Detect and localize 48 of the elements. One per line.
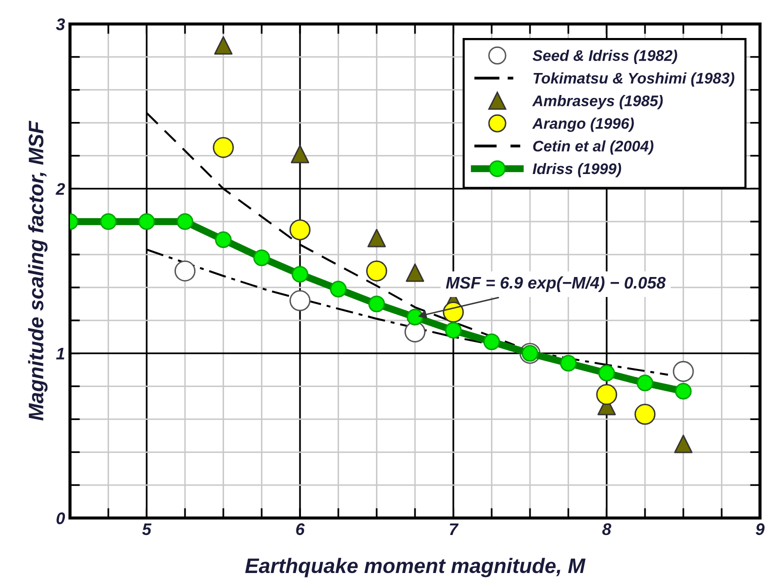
point bbox=[596, 384, 618, 406]
legend-label: Idriss (1999) bbox=[532, 162, 622, 178]
point bbox=[406, 308, 424, 326]
point bbox=[292, 266, 308, 283]
point bbox=[100, 213, 117, 230]
legend-label: Cetin et al (2004) bbox=[533, 140, 654, 155]
y-tick-label: 2 bbox=[56, 183, 65, 195]
point bbox=[289, 290, 311, 312]
point bbox=[406, 263, 424, 282]
point bbox=[675, 382, 692, 400]
point bbox=[636, 374, 654, 392]
point bbox=[330, 280, 347, 298]
point bbox=[368, 296, 385, 312]
legend-label: Tokimatsu & Yoshimi (1983) bbox=[534, 72, 734, 87]
point bbox=[674, 434, 693, 454]
point bbox=[445, 322, 462, 339]
x-tick-label: 7 bbox=[450, 523, 459, 535]
point bbox=[442, 302, 464, 323]
annotation: MSF = 6.9 exp(−M/4) − 0.058 bbox=[446, 276, 666, 292]
point bbox=[598, 364, 615, 382]
point bbox=[289, 219, 311, 240]
y-tick-label: 0 bbox=[56, 512, 65, 524]
point bbox=[290, 144, 310, 164]
legend-label: Arango (1996) bbox=[532, 118, 634, 132]
point bbox=[214, 36, 233, 55]
x-axis-title: Earthquake moment magnitude, M bbox=[245, 558, 586, 578]
point bbox=[253, 249, 270, 266]
point bbox=[366, 260, 388, 282]
point bbox=[560, 354, 577, 372]
point bbox=[176, 213, 194, 230]
x-tick-label: 8 bbox=[602, 523, 612, 536]
x-tick-label: 6 bbox=[296, 523, 305, 536]
legend-label: Ambraseys (1985) bbox=[532, 95, 663, 110]
point bbox=[212, 136, 234, 158]
point bbox=[174, 260, 196, 282]
legend-label: Seed & Idriss (1982) bbox=[532, 50, 678, 64]
point bbox=[367, 228, 386, 248]
y-tick-label: 3 bbox=[56, 18, 65, 30]
point bbox=[404, 321, 426, 342]
point bbox=[672, 360, 694, 382]
point bbox=[215, 231, 232, 248]
point bbox=[138, 213, 155, 230]
point bbox=[483, 333, 500, 350]
y-axis-title: Magnitude scaling factor, MSF bbox=[28, 120, 48, 421]
y-tick-label: 1 bbox=[56, 348, 64, 360]
point bbox=[634, 404, 656, 425]
x-tick-label: 5 bbox=[142, 523, 152, 536]
x-tick-label: 9 bbox=[756, 523, 765, 536]
